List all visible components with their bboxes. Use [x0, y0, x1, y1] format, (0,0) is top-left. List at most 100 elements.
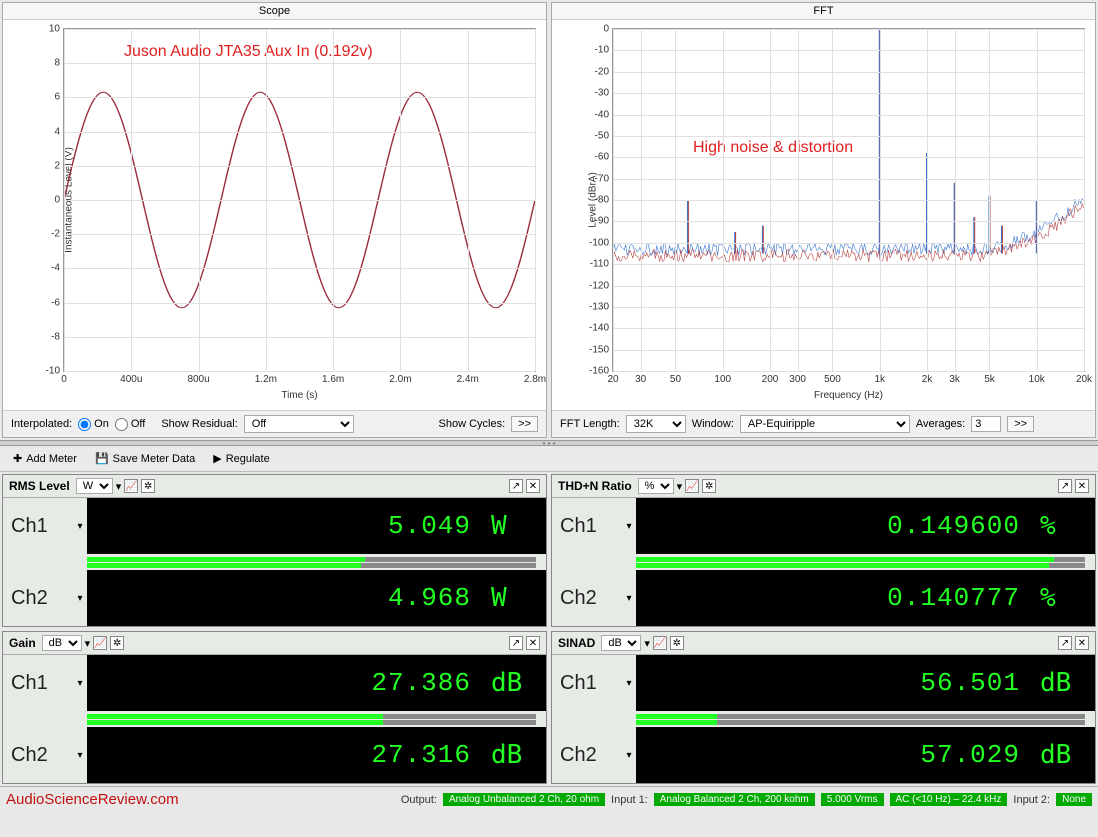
output-chip: Analog Unbalanced 2 Ch, 20 ohm	[443, 793, 605, 806]
rms-ch1-display: 5.049 W	[87, 498, 546, 554]
scope-controls: Interpolated: On Off Show Residual: Off …	[3, 410, 546, 437]
show-cycles-button[interactable]: >>	[511, 416, 538, 432]
thdn-unit-select[interactable]: %	[638, 478, 674, 494]
gain-ch2-value: 27.316	[371, 740, 471, 770]
popout-icon[interactable]: ↗	[1058, 479, 1072, 493]
play-icon: ▶	[213, 452, 221, 465]
gain-title: Gain	[9, 636, 36, 650]
rms-ch2: Ch2 ▾ 4.968 W	[3, 570, 546, 626]
popout-icon[interactable]: ↗	[1058, 636, 1072, 650]
thdn-ch2-unit: %	[1040, 583, 1085, 613]
rms-ch1-value: 5.049	[388, 511, 471, 541]
gear-icon[interactable]: ✲	[702, 479, 716, 493]
sinad-ch1: Ch1 ▾ 56.501 dB	[552, 655, 1095, 711]
sinad-unit-select[interactable]: dB	[601, 635, 641, 651]
gain-header: Gain dB ▾ 📈 ✲ ↗ ✕	[3, 632, 546, 655]
rms-ch1-unit: W	[491, 511, 536, 541]
rms-title: RMS Level	[9, 479, 70, 493]
popout-icon[interactable]: ↗	[509, 479, 523, 493]
thdn-ch2: Ch2 ▾ 0.140777 %	[552, 570, 1095, 626]
regulate-button[interactable]: ▶Regulate	[206, 449, 277, 468]
graph-icon[interactable]: 📈	[124, 479, 138, 493]
averages-label: Averages:	[916, 418, 965, 430]
rms-ch1-label: Ch1	[3, 498, 73, 554]
fft-chart: Level (dBrA) Frequency (Hz) High noise &…	[552, 20, 1095, 410]
plus-icon: ✚	[13, 452, 22, 465]
sinad-ch2-value: 57.029	[920, 740, 1020, 770]
sinad-ch1-value: 56.501	[920, 668, 1020, 698]
rms-ch2-display: 4.968 W	[87, 570, 546, 626]
gear-icon[interactable]: ✲	[670, 636, 684, 650]
collapse-icon[interactable]: ▾	[73, 498, 87, 554]
sinad-ch2-display: 57.029 dB	[636, 727, 1095, 783]
interpolated-label: Interpolated:	[11, 418, 72, 430]
graph-icon[interactable]: 📈	[653, 636, 667, 650]
fft-length-select[interactable]: 32K	[626, 415, 686, 433]
sinad-ch1-unit: dB	[1040, 668, 1085, 698]
thdn-ch1-value: 0.149600	[887, 511, 1020, 541]
show-residual-select[interactable]: Off	[244, 415, 354, 433]
thdn-ch1-label: Ch1	[552, 498, 622, 554]
collapse-icon[interactable]: ▾	[622, 655, 636, 711]
close-icon[interactable]: ✕	[526, 636, 540, 650]
dropdown-icon[interactable]: ▾	[85, 637, 91, 650]
collapse-icon[interactable]: ▾	[73, 570, 87, 626]
close-icon[interactable]: ✕	[1075, 636, 1089, 650]
collapse-icon[interactable]: ▾	[622, 727, 636, 783]
window-select[interactable]: AP-Equiripple	[740, 415, 910, 433]
thdn-ch1-display: 0.149600 %	[636, 498, 1095, 554]
output-label: Output:	[401, 794, 437, 806]
rms-ch2-value: 4.968	[388, 583, 471, 613]
gain-ch1-unit: dB	[491, 668, 536, 698]
graph-icon[interactable]: 📈	[93, 636, 107, 650]
scope-xlabel: Time (s)	[281, 390, 317, 401]
gain-ch2: Ch2 ▾ 27.316 dB	[3, 727, 546, 783]
dropdown-icon[interactable]: ▾	[116, 480, 122, 493]
graph-icon[interactable]: 📈	[685, 479, 699, 493]
sinad-meter: SINAD dB ▾ 📈 ✲ ↗ ✕ Ch1 ▾ 56	[551, 631, 1096, 784]
averages-more-button[interactable]: >>	[1007, 416, 1034, 432]
sinad-ch2-unit: dB	[1040, 740, 1085, 770]
thdn-bars	[552, 554, 1095, 570]
dropdown-icon[interactable]: ▾	[677, 480, 683, 493]
sinad-ch2-label: Ch2	[552, 727, 622, 783]
close-icon[interactable]: ✕	[1075, 479, 1089, 493]
input2-chip: None	[1056, 793, 1092, 806]
gear-icon[interactable]: ✲	[141, 479, 155, 493]
dropdown-icon[interactable]: ▾	[644, 637, 650, 650]
save-meter-button[interactable]: 💾Save Meter Data	[88, 449, 202, 468]
rms-meter: RMS Level W ▾ 📈 ✲ ↗ ✕ Ch1 ▾	[2, 474, 547, 627]
gear-icon[interactable]: ✲	[110, 636, 124, 650]
ac-chip: AC (<10 Hz) – 22.4 kHz	[890, 793, 1008, 806]
collapse-icon[interactable]: ▾	[73, 655, 87, 711]
rms-unit-select[interactable]: W	[76, 478, 113, 494]
gain-ch1-value: 27.386	[371, 668, 471, 698]
status-bar: AudioScienceReview.com Output: Analog Un…	[0, 786, 1098, 812]
sinad-header: SINAD dB ▾ 📈 ✲ ↗ ✕	[552, 632, 1095, 655]
collapse-icon[interactable]: ▾	[622, 570, 636, 626]
gain-unit-select[interactable]: dB	[42, 635, 82, 651]
scope-chart: Instantaneous Level (V) Time (s) Juson A…	[3, 20, 546, 410]
averages-input[interactable]	[971, 416, 1001, 432]
input1-chip: Analog Balanced 2 Ch, 200 kohm	[654, 793, 815, 806]
close-icon[interactable]: ✕	[526, 479, 540, 493]
collapse-icon[interactable]: ▾	[622, 498, 636, 554]
thdn-ch2-label: Ch2	[552, 570, 622, 626]
input1-label: Input 1:	[611, 794, 648, 806]
gain-ch1-display: 27.386 dB	[87, 655, 546, 711]
rms-ch1: Ch1 ▾ 5.049 W	[3, 498, 546, 554]
rms-ch2-unit: W	[491, 583, 536, 613]
show-residual-label: Show Residual:	[161, 418, 237, 430]
collapse-icon[interactable]: ▾	[73, 727, 87, 783]
thdn-header: THD+N Ratio % ▾ 📈 ✲ ↗ ✕	[552, 475, 1095, 498]
rms-header: RMS Level W ▾ 📈 ✲ ↗ ✕	[3, 475, 546, 498]
window-label: Window:	[692, 418, 734, 430]
gain-ch2-label: Ch2	[3, 727, 73, 783]
popout-icon[interactable]: ↗	[509, 636, 523, 650]
thdn-ch2-display: 0.140777 %	[636, 570, 1095, 626]
interpolated-off-radio[interactable]: Off	[115, 418, 145, 431]
show-cycles-label: Show Cycles:	[439, 418, 506, 430]
add-meter-button[interactable]: ✚Add Meter	[6, 449, 84, 468]
thdn-title: THD+N Ratio	[558, 479, 632, 493]
interpolated-on-radio[interactable]: On	[78, 418, 109, 431]
